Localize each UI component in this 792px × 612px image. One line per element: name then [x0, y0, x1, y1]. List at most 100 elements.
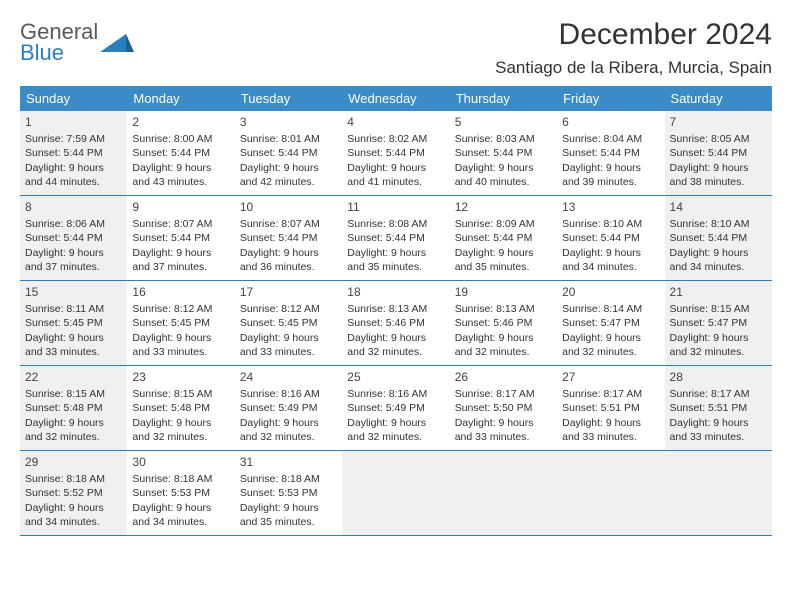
daylight-text: Daylight: 9 hours and 41 minutes.	[347, 161, 444, 189]
day-number: 2	[132, 114, 229, 130]
day-number: 8	[25, 199, 122, 215]
sunrise-text: Sunrise: 8:18 AM	[132, 472, 229, 486]
daylight-text: Daylight: 9 hours and 33 minutes.	[670, 416, 767, 444]
sunrise-text: Sunrise: 8:14 AM	[562, 302, 659, 316]
daylight-text: Daylight: 9 hours and 33 minutes.	[132, 331, 229, 359]
day-cell: 29Sunrise: 8:18 AMSunset: 5:52 PMDayligh…	[20, 451, 127, 535]
day-number: 16	[132, 284, 229, 300]
daylight-text: Daylight: 9 hours and 33 minutes.	[240, 331, 337, 359]
day-number: 25	[347, 369, 444, 385]
week-row: 15Sunrise: 8:11 AMSunset: 5:45 PMDayligh…	[20, 281, 772, 366]
sunrise-text: Sunrise: 8:11 AM	[25, 302, 122, 316]
sunset-text: Sunset: 5:44 PM	[670, 231, 767, 245]
day-cell: 3Sunrise: 8:01 AMSunset: 5:44 PMDaylight…	[235, 111, 342, 195]
daylight-text: Daylight: 9 hours and 32 minutes.	[455, 331, 552, 359]
sunrise-text: Sunrise: 8:12 AM	[240, 302, 337, 316]
dayname-header: Saturday	[665, 86, 772, 111]
sunset-text: Sunset: 5:49 PM	[240, 401, 337, 415]
sunset-text: Sunset: 5:45 PM	[132, 316, 229, 330]
sunset-text: Sunset: 5:51 PM	[562, 401, 659, 415]
sunrise-text: Sunrise: 8:12 AM	[132, 302, 229, 316]
daylight-text: Daylight: 9 hours and 33 minutes.	[455, 416, 552, 444]
daylight-text: Daylight: 9 hours and 44 minutes.	[25, 161, 122, 189]
day-number: 17	[240, 284, 337, 300]
dayname-header: Thursday	[450, 86, 557, 111]
sunset-text: Sunset: 5:52 PM	[25, 486, 122, 500]
sunrise-text: Sunrise: 8:00 AM	[132, 132, 229, 146]
calendar-header-row: SundayMondayTuesdayWednesdayThursdayFrid…	[20, 86, 772, 111]
day-number: 15	[25, 284, 122, 300]
sunrise-text: Sunrise: 8:06 AM	[25, 217, 122, 231]
daylight-text: Daylight: 9 hours and 32 minutes.	[562, 331, 659, 359]
daylight-text: Daylight: 9 hours and 37 minutes.	[25, 246, 122, 274]
month-title: December 2024	[495, 18, 772, 52]
day-cell: 18Sunrise: 8:13 AMSunset: 5:46 PMDayligh…	[342, 281, 449, 365]
day-number: 12	[455, 199, 552, 215]
day-cell: 30Sunrise: 8:18 AMSunset: 5:53 PMDayligh…	[127, 451, 234, 535]
day-cell: 16 Sunrise: 8:12 AMSunset: 5:45 PMDayligh…	[127, 281, 234, 365]
dayname-header: Tuesday	[235, 86, 342, 111]
sunset-text: Sunset: 5:50 PM	[455, 401, 552, 415]
week-row: 22Sunrise: 8:15 AMSunset: 5:48 PMDayligh…	[20, 366, 772, 451]
daylight-text: Daylight: 9 hours and 32 minutes.	[25, 416, 122, 444]
day-number: 31	[240, 454, 337, 470]
day-number: 26	[455, 369, 552, 385]
day-cell: 23Sunrise: 8:15 AMSunset: 5:48 PMDayligh…	[127, 366, 234, 450]
sunset-text: Sunset: 5:44 PM	[25, 146, 122, 160]
dayname-header: Wednesday	[342, 86, 449, 111]
day-cell: 5Sunrise: 8:03 AMSunset: 5:44 PMDaylight…	[450, 111, 557, 195]
day-cell: 21Sunrise: 8:15 AMSunset: 5:47 PMDayligh…	[665, 281, 772, 365]
dayname-header: Monday	[127, 86, 234, 111]
sunset-text: Sunset: 5:44 PM	[132, 231, 229, 245]
day-cell: 17 Sunrise: 8:12 AMSunset: 5:45 PMDayligh…	[235, 281, 342, 365]
day-cell: 2Sunrise: 8:00 AMSunset: 5:44 PMDaylight…	[127, 111, 234, 195]
day-number: 20	[562, 284, 659, 300]
day-cell: 14Sunrise: 8:10 AMSunset: 5:44 PMDayligh…	[665, 196, 772, 280]
day-number: 4	[347, 114, 444, 130]
sunset-text: Sunset: 5:44 PM	[455, 146, 552, 160]
day-cell: 15Sunrise: 8:11 AMSunset: 5:45 PMDayligh…	[20, 281, 127, 365]
day-cell: 8Sunrise: 8:06 AMSunset: 5:44 PMDaylight…	[20, 196, 127, 280]
daylight-text: Daylight: 9 hours and 38 minutes.	[670, 161, 767, 189]
sunrise-text: Sunrise: 8:15 AM	[670, 302, 767, 316]
sunset-text: Sunset: 5:51 PM	[670, 401, 767, 415]
sunrise-text: Sunrise: 8:07 AM	[240, 217, 337, 231]
calendar: SundayMondayTuesdayWednesdayThursdayFrid…	[20, 86, 772, 536]
day-cell: 4Sunrise: 8:02 AMSunset: 5:44 PMDaylight…	[342, 111, 449, 195]
daylight-text: Daylight: 9 hours and 40 minutes.	[455, 161, 552, 189]
day-cell: 28Sunrise: 8:17 AMSunset: 5:51 PMDayligh…	[665, 366, 772, 450]
week-row: 8Sunrise: 8:06 AMSunset: 5:44 PMDaylight…	[20, 196, 772, 281]
daylight-text: Daylight: 9 hours and 36 minutes.	[240, 246, 337, 274]
sunset-text: Sunset: 5:44 PM	[562, 231, 659, 245]
day-cell: 7Sunrise: 8:05 AMSunset: 5:44 PMDaylight…	[665, 111, 772, 195]
day-number: 30	[132, 454, 229, 470]
day-cell: 12Sunrise: 8:09 AMSunset: 5:44 PMDayligh…	[450, 196, 557, 280]
day-number: 24	[240, 369, 337, 385]
brand-text: General Blue	[20, 22, 98, 64]
sunset-text: Sunset: 5:46 PM	[455, 316, 552, 330]
sunrise-text: Sunrise: 8:08 AM	[347, 217, 444, 231]
sunset-text: Sunset: 5:45 PM	[240, 316, 337, 330]
sunrise-text: Sunrise: 8:16 AM	[347, 387, 444, 401]
title-block: December 2024 Santiago de la Ribera, Mur…	[495, 18, 772, 82]
daylight-text: Daylight: 9 hours and 39 minutes.	[562, 161, 659, 189]
sunset-text: Sunset: 5:44 PM	[455, 231, 552, 245]
daylight-text: Daylight: 9 hours and 33 minutes.	[25, 331, 122, 359]
sunrise-text: Sunrise: 8:10 AM	[562, 217, 659, 231]
sunset-text: Sunset: 5:44 PM	[670, 146, 767, 160]
daylight-text: Daylight: 9 hours and 37 minutes.	[132, 246, 229, 274]
day-number: 28	[670, 369, 767, 385]
day-number: 21	[670, 284, 767, 300]
sunset-text: Sunset: 5:49 PM	[347, 401, 444, 415]
day-cell: 27Sunrise: 8:17 AMSunset: 5:51 PMDayligh…	[557, 366, 664, 450]
sunrise-text: Sunrise: 8:18 AM	[240, 472, 337, 486]
sunrise-text: Sunrise: 8:02 AM	[347, 132, 444, 146]
sunrise-text: Sunrise: 8:09 AM	[455, 217, 552, 231]
day-number: 3	[240, 114, 337, 130]
sunrise-text: Sunrise: 8:10 AM	[670, 217, 767, 231]
sunrise-text: Sunrise: 8:15 AM	[132, 387, 229, 401]
day-number: 29	[25, 454, 122, 470]
day-cell: 11Sunrise: 8:08 AMSunset: 5:44 PMDayligh…	[342, 196, 449, 280]
daylight-text: Daylight: 9 hours and 33 minutes.	[562, 416, 659, 444]
sunrise-text: Sunrise: 7:59 AM	[25, 132, 122, 146]
